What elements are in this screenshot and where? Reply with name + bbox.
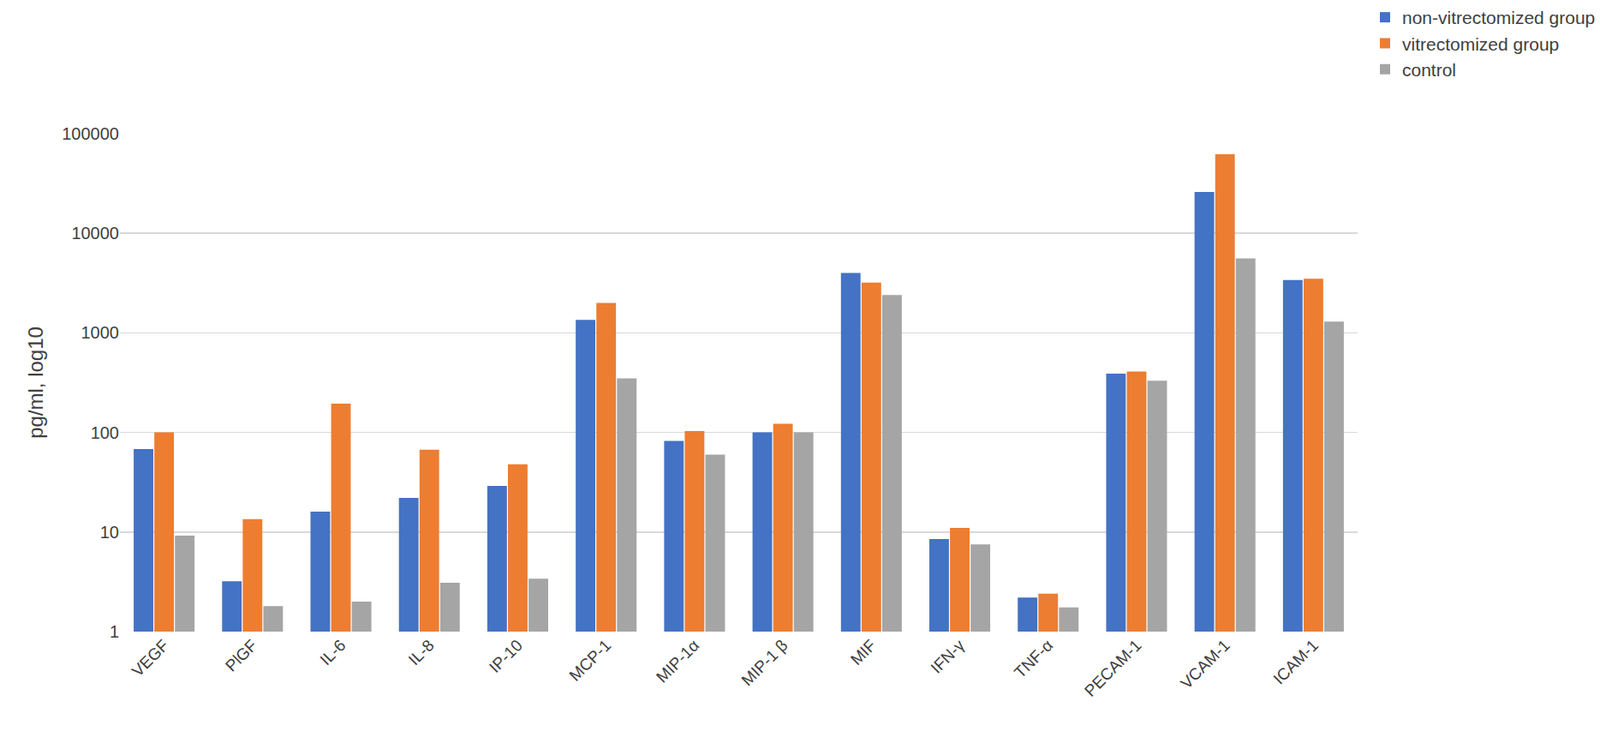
svg-text:vitrectomized group: vitrectomized group: [1402, 34, 1559, 54]
svg-text:pg/ml, log10: pg/ml, log10: [23, 326, 48, 439]
svg-text:VEGF: VEGF: [128, 635, 173, 680]
svg-text:MIP-1 β: MIP-1 β: [738, 635, 792, 689]
svg-text:IL-6: IL-6: [316, 635, 350, 669]
svg-text:IP-10: IP-10: [485, 635, 526, 676]
svg-text:ICAM-1: ICAM-1: [1270, 635, 1322, 687]
svg-text:MIP-1α: MIP-1α: [652, 635, 703, 686]
svg-text:IFN-γ: IFN-γ: [926, 635, 968, 677]
svg-text:1: 1: [109, 621, 120, 641]
svg-text:IL-8: IL-8: [405, 635, 438, 669]
svg-text:PECAM-1: PECAM-1: [1080, 635, 1146, 700]
svg-text:1000: 1000: [81, 322, 120, 342]
svg-text:control: control: [1402, 59, 1457, 80]
svg-text:non-vitrectomized group: non-vitrectomized group: [1402, 7, 1595, 28]
svg-text:PlGF: PlGF: [221, 635, 261, 675]
svg-text:100: 100: [90, 423, 120, 442]
svg-text:MCP-1: MCP-1: [566, 635, 615, 685]
svg-text:MIF: MIF: [847, 635, 880, 669]
svg-text:VCAM-1: VCAM-1: [1176, 635, 1234, 693]
svg-text:TNF-α: TNF-α: [1010, 635, 1057, 681]
svg-text:10: 10: [100, 522, 120, 542]
svg-text:10000: 10000: [71, 223, 120, 243]
svg-text:100000: 100000: [61, 124, 120, 144]
